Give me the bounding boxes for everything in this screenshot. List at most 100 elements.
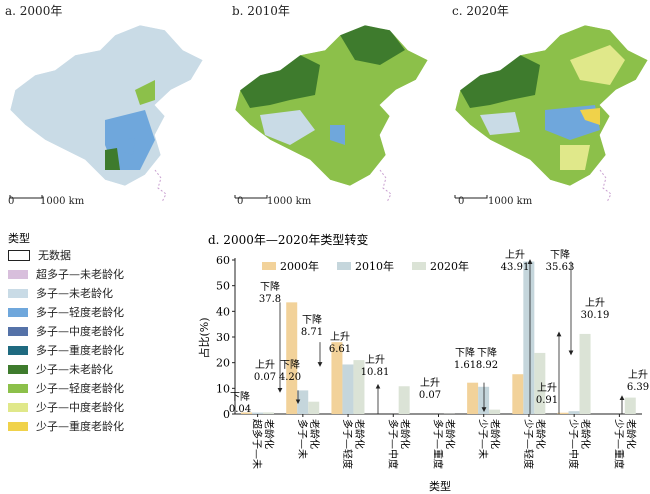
bar (512, 374, 524, 414)
legend-label: 多子—未老龄化 (36, 287, 113, 300)
chart-legend-swatch (412, 262, 426, 270)
x-tick-label: 少子—轻度 (522, 419, 535, 469)
legend-swatch (8, 421, 28, 431)
x-tick-label-line2: 老龄化 (624, 419, 637, 449)
map-region (235, 25, 428, 186)
annotation-label: 下降 (280, 358, 300, 371)
map-region (123, 138, 135, 155)
x-tick-label: 多子—重度 (432, 419, 445, 469)
scale-c-zero: 0 (458, 196, 465, 207)
annotation-value: 35.63 (546, 262, 575, 273)
bar (557, 412, 569, 414)
annotation-label: 上升 (330, 331, 350, 343)
legend-label: 多子—中度老龄化 (36, 325, 124, 338)
x-tick-label-line2: 老龄化 (398, 419, 411, 449)
x-tick-label: 少子—未 (477, 419, 489, 459)
annotation-value: 0.91 (536, 395, 558, 406)
scale-a-zero: 0 (8, 196, 15, 207)
bar (534, 352, 546, 414)
annotation-label: 下降 (550, 248, 570, 261)
legend-label: 少子—轻度老龄化 (36, 382, 124, 395)
bar (252, 412, 263, 414)
bar (331, 342, 343, 414)
china-map (234, 24, 429, 203)
scale-b-zero: 0 (237, 196, 244, 207)
y-axis-label: 占比(%) (197, 317, 211, 358)
bar-chart: d. 2000年—2020年类型转变 占比(%) 类型 0 10 20 30 40 50 6… (197, 232, 649, 493)
legend-swatch (8, 402, 28, 412)
x-tick-label: 多子—轻度 (341, 419, 354, 469)
annotation-value: 37.8 (259, 294, 281, 305)
chart-title: d. 2000年—2020年类型转变 (208, 232, 368, 247)
annotation-label: 下降 (477, 346, 497, 359)
map-region (580, 108, 600, 125)
bar (398, 386, 410, 414)
y-tick-label: 20 (216, 357, 230, 370)
x-tick-label-line2: 老龄化 (263, 419, 276, 449)
legend-item: 超多子—未老龄化 (8, 266, 124, 282)
annotation-label: 上升 (420, 377, 440, 389)
legend-item: 多子—重度老龄化 (8, 342, 124, 358)
legend-swatch (8, 345, 28, 355)
scale-b: 1000 km (267, 196, 312, 207)
legend-item: 无数据 (8, 247, 71, 263)
annotation-label: 上升 (255, 359, 275, 371)
x-tick-label: 超多子—未 (251, 419, 264, 469)
legend-swatch (8, 307, 28, 317)
china-map (454, 24, 649, 203)
annotation-value: 0.04 (229, 404, 251, 415)
x-tick-label: 多子—未 (296, 419, 309, 459)
bar (297, 390, 309, 414)
map-panels: a. 2000年 b. 2010年 c. 2020年 0 1000 km 0 1… (0, 0, 650, 225)
annotation-label: 下降 (230, 390, 250, 403)
annotation-value: 43.91 (501, 262, 530, 273)
bar (523, 261, 535, 414)
map-region (560, 145, 590, 170)
annotation-label: 上升 (628, 369, 648, 381)
legend-swatch (8, 383, 28, 393)
bar (568, 411, 580, 414)
map-region (260, 110, 315, 145)
x-tick-label-line2: 老龄化 (308, 419, 321, 449)
chart-legend-label: 2000年 (280, 259, 319, 273)
legend-label: 多子—轻度老龄化 (36, 306, 124, 319)
annotation-value: 6.61 (329, 344, 351, 355)
annotation-label: 上升 (537, 382, 557, 394)
legend-swatch (8, 364, 28, 374)
map-region (240, 55, 320, 108)
china-map (9, 24, 204, 203)
y-tick-label: 10 (216, 382, 230, 395)
legend-item: 多子—轻度老龄化 (8, 304, 124, 320)
legend-swatch (8, 269, 28, 279)
annotation-label: 上升 (365, 354, 385, 366)
annotation-value: 4.20 (279, 372, 301, 383)
map-region (105, 148, 120, 170)
annotation-value: 8.92 (476, 360, 498, 371)
maps-svg (9, 24, 649, 203)
legend-label: 少子—重度老龄化 (36, 420, 124, 433)
map-outline (454, 24, 649, 187)
legend-swatch (8, 249, 30, 261)
chart-legend-swatch (337, 262, 351, 270)
annotation-label: 上升 (505, 249, 525, 261)
annotation-value: 10.81 (361, 367, 390, 378)
x-tick-label-line2: 老龄化 (579, 419, 592, 449)
bar (489, 409, 501, 414)
legend-label: 少子—未老龄化 (36, 363, 113, 376)
annotation-label: 上升 (585, 297, 605, 309)
annotation-label: 下降 (260, 280, 280, 293)
annotation-value: 0.07 (419, 390, 441, 401)
scale-bar (9, 195, 43, 199)
map-region (135, 80, 155, 105)
bar (241, 412, 252, 414)
legend-item: 多子—未老龄化 (8, 285, 113, 301)
legend-item: 少子—重度老龄化 (8, 418, 124, 434)
south-sea-islands (379, 169, 392, 203)
y-tick-label: 50 (216, 280, 230, 293)
legend-item: 少子—中度老龄化 (8, 399, 124, 415)
south-sea-islands (599, 169, 612, 203)
x-tick-label: 多子—中度 (386, 419, 399, 469)
map-a-label: a. 2000年 (5, 4, 63, 18)
x-tick-label: 少子—重度 (612, 419, 625, 469)
